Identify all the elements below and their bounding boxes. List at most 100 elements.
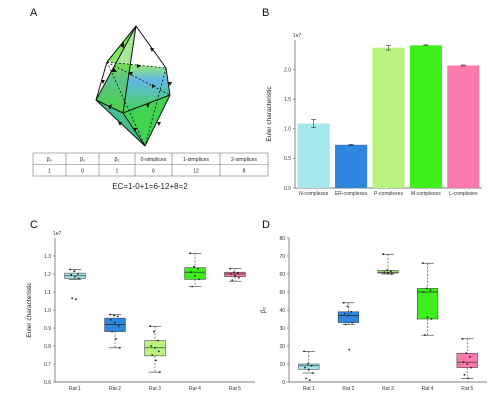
chart-c-data-point — [71, 297, 74, 300]
chart-d-ytick-label: 80 — [279, 236, 285, 242]
chart-b-category-label: P-complexes — [374, 191, 403, 197]
chart-d-category-label: Rat 5 — [461, 386, 473, 392]
chart-d-category-label: Rat 1 — [303, 386, 315, 392]
chart-c-data-point — [76, 273, 79, 275]
chart-c-category-label: Rat 5 — [229, 386, 241, 392]
chart-c-data-point — [73, 270, 75, 273]
chart-d-ytick-label: 50 — [279, 290, 285, 296]
chart-b-category-label: N-complexes — [299, 191, 329, 197]
chart-b-category-label: ER-complexes — [335, 191, 368, 197]
chart-d-data-point — [347, 314, 350, 317]
chart-c-data-point — [154, 346, 156, 349]
chart-d-data-point — [303, 350, 306, 353]
chart-c-data-point — [197, 278, 200, 281]
chart-c-data-point — [111, 330, 114, 333]
chart-c-data-point — [151, 354, 154, 356]
chart-c-ytick-label: 1.2 — [44, 272, 51, 278]
chart-c-data-point — [193, 265, 195, 268]
chart-d-data-point — [304, 366, 306, 369]
chart-d-data-point — [350, 310, 353, 313]
chart-c-data-point — [236, 272, 239, 274]
chart-d-data-point — [310, 364, 313, 367]
panel-letter-a: A — [30, 7, 38, 19]
chart-c-ytick-label: 1.1 — [44, 290, 51, 296]
chart-c-data-point — [155, 359, 157, 362]
chart-d-ytick-label: 30 — [279, 326, 285, 332]
chart-b-bar — [409, 45, 442, 188]
chart-b-ylabel: Euler characteristic — [266, 86, 273, 142]
chart-d-data-point — [469, 355, 471, 358]
chart-d-ylabel: β₂ — [260, 306, 267, 313]
chart-c-data-point — [109, 313, 112, 316]
simplex-table: β₀ β₁ β₂ 0-simplices 1-simplices 2-simpl… — [32, 152, 269, 177]
chart-d-category-label: Rat 3 — [382, 386, 394, 392]
chart-c-ytick-label: 1.0 — [44, 308, 51, 314]
table-header-beta0: β₀ — [47, 157, 52, 163]
chart-d-data-point — [307, 368, 310, 371]
table-header-beta1: β₁ — [80, 157, 85, 163]
chart-c-ytick-label: 0.6 — [44, 380, 51, 386]
chart-b-ytick-label: 2.0 — [284, 67, 291, 73]
table-header-beta2: β₂ — [115, 157, 120, 163]
chart-d-data-point — [308, 379, 311, 382]
chart-c-data-point — [114, 321, 116, 324]
chart-c-data-point — [157, 350, 160, 353]
octahedron-illustration — [95, 25, 172, 147]
chart-c-data-point — [110, 319, 113, 321]
chart-d-data-point — [463, 373, 466, 376]
chart-c-data-point — [191, 285, 194, 288]
chart-d-data-point — [470, 366, 472, 369]
table-cell-2-simplices: 8 — [243, 169, 246, 175]
chart-b-ytick-label: 0.0 — [284, 186, 291, 192]
chart-b-bar — [372, 47, 405, 188]
chart-d-data-point — [342, 301, 345, 304]
chart-c-data-point — [149, 325, 152, 328]
table-cell-0-simplices: 6 — [152, 169, 155, 175]
chart-d-data-point — [467, 377, 470, 380]
chart-c-data-point — [158, 371, 161, 373]
table-cell-beta0: 1 — [48, 169, 51, 175]
chart-b-axis-exponent: 1e7 — [293, 33, 302, 39]
chart-d-box — [417, 288, 439, 320]
table-cell-beta2: 1 — [116, 169, 119, 175]
chart-c-data-point — [190, 271, 193, 274]
chart-d-data-point — [422, 262, 424, 265]
chart-c-box — [224, 271, 246, 277]
chart-c-data-point — [156, 339, 159, 342]
chart-d-ytick-label: 60 — [279, 272, 285, 278]
chart-d-data-point — [430, 318, 433, 320]
chart-d-category-label: Rat 4 — [422, 386, 434, 392]
chart-c-data-point — [231, 279, 234, 282]
chart-c-data-point — [194, 274, 196, 277]
table-header-0-simplices: 0-simplices — [141, 157, 167, 163]
chart-d-data-point — [387, 272, 389, 274]
chart-c-data-point — [74, 275, 76, 278]
chart-d-ytick-label: 70 — [279, 254, 285, 260]
chart-b-bar — [447, 65, 480, 188]
chart-d-data-point — [423, 334, 426, 337]
table-cell-1-simplices: 12 — [193, 169, 199, 175]
chart-c-euler-boxplot: 0.6 0.7 0.8 0.9 1.0 1.1 1.2 1.3 1e7 Euler charact… — [26, 231, 255, 392]
chart-d-data-point — [351, 321, 354, 324]
chart-b-ytick-label: 1.5 — [284, 97, 291, 103]
chart-b-ytick-label: 1.0 — [284, 127, 291, 133]
chart-d-data-point — [466, 363, 469, 365]
chart-d-data-point — [348, 348, 351, 351]
chart-c-data-point — [116, 315, 119, 318]
chart-c-data-point — [117, 325, 120, 328]
chart-c-data-point — [118, 346, 121, 349]
panel-letter-d: D — [262, 219, 270, 231]
chart-d-beta2-boxplot: 0 10 20 30 40 50 60 70 80 β₂ Rat 1 Rat 2 Rat 3 Rat 4 R… — [260, 236, 487, 392]
chart-d-data-point — [311, 372, 314, 374]
chart-d-data-point — [422, 291, 425, 293]
chart-c-data-point — [113, 314, 115, 317]
chart-c-data-point — [234, 274, 236, 277]
chart-d-data-point — [306, 363, 309, 365]
chart-d-data-point — [386, 269, 388, 272]
chart-c-data-point — [230, 273, 233, 275]
chart-b-category-label: M-complexes — [411, 191, 441, 197]
chart-d-data-point — [461, 337, 464, 340]
chart-d-data-point — [390, 273, 393, 275]
chart-d-data-point — [426, 316, 429, 319]
